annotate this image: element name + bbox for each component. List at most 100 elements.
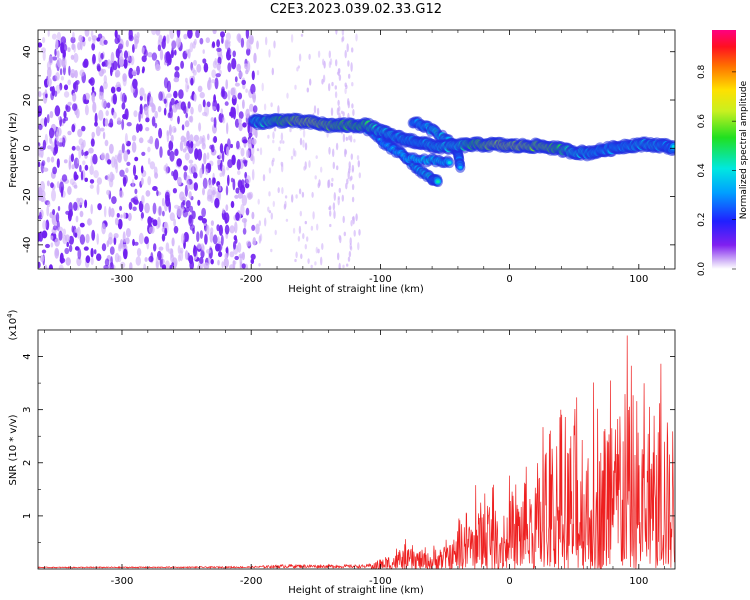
noise-dot — [164, 51, 170, 64]
spectrogram-x-tick-label: -100 — [369, 274, 392, 285]
noise-dot — [200, 249, 205, 259]
faint-dot — [342, 133, 346, 143]
noise-dot — [214, 197, 220, 209]
noise-dot — [114, 37, 120, 45]
noise-dot — [71, 124, 76, 133]
faint-dot — [312, 211, 315, 220]
faint-dot — [347, 170, 350, 180]
noise-dot — [185, 81, 189, 93]
noise-dot — [118, 43, 124, 50]
faint-dot — [335, 142, 339, 151]
faint-dot — [256, 70, 260, 76]
noise-dot — [217, 243, 222, 252]
noise-dot — [46, 77, 52, 87]
noise-dot — [255, 223, 260, 235]
faint-dot — [342, 215, 345, 224]
noise-dot — [235, 187, 240, 194]
noise-dot — [187, 180, 190, 192]
faint-dot — [304, 142, 308, 151]
noise-dot — [99, 39, 102, 45]
faint-dot — [336, 107, 340, 116]
noise-dot — [226, 166, 230, 171]
noise-dot — [84, 164, 89, 171]
faint-dot — [316, 223, 319, 231]
noise-dot — [141, 68, 145, 74]
faint-dot — [347, 256, 351, 262]
snr-y-tick-label: 2 — [22, 460, 33, 466]
faint-dot — [310, 264, 313, 269]
faint-dot — [299, 210, 302, 217]
noise-dot — [51, 33, 57, 40]
noise-dot — [113, 233, 119, 239]
noise-dot — [219, 172, 223, 177]
noise-dot — [51, 189, 56, 202]
colorbar-tick-label: 0.6 — [697, 114, 707, 129]
noise-dot — [135, 123, 140, 133]
noise-dot — [38, 261, 41, 269]
noise-dot — [74, 174, 79, 180]
colorbar-tick-label: 0.8 — [697, 64, 707, 79]
noise-dot — [68, 244, 73, 253]
noise-dot — [206, 101, 211, 108]
faint-dot — [268, 210, 272, 214]
faint-dot — [341, 35, 345, 42]
spectrogram-y-tick-label: 20 — [22, 94, 33, 107]
noise-dot — [187, 101, 191, 109]
noise-dot — [110, 86, 116, 94]
noise-dot — [172, 188, 177, 194]
noise-dot — [157, 105, 162, 113]
noise-dot — [227, 90, 231, 101]
noise-dot — [47, 66, 52, 79]
faint-dot — [345, 182, 348, 190]
noise-dot — [41, 230, 48, 239]
snr-x-tick-label: -200 — [240, 576, 263, 587]
noise-dot — [127, 50, 130, 62]
noise-dot — [190, 106, 194, 115]
noise-dot — [63, 110, 67, 119]
noise-dot — [80, 170, 84, 181]
noise-dot — [103, 81, 108, 90]
noise-dot — [158, 246, 164, 251]
noise-dot — [237, 63, 241, 71]
noise-dot — [197, 85, 203, 93]
noise-dot — [231, 154, 236, 166]
faint-dot — [353, 229, 356, 237]
noise-dot — [211, 79, 216, 84]
noise-dot — [221, 261, 224, 268]
noise-dot — [251, 224, 256, 231]
faint-dot — [292, 147, 296, 157]
noise-dot — [245, 108, 250, 119]
noise-dot — [245, 240, 252, 247]
noise-dot — [200, 243, 204, 250]
noise-dot — [164, 163, 169, 175]
noise-dot — [211, 144, 215, 153]
noise-dot — [123, 212, 127, 220]
noise-dot — [244, 182, 250, 189]
noise-dot — [250, 83, 256, 95]
noise-dot — [211, 69, 217, 78]
noise-dot — [114, 30, 118, 39]
faint-dot — [301, 191, 305, 198]
noise-dot — [63, 159, 68, 164]
noise-dot — [241, 194, 248, 206]
noise-dot — [212, 234, 218, 245]
noise-dot — [168, 107, 173, 119]
noise-dot — [47, 30, 50, 37]
noise-dot — [197, 215, 204, 221]
noise-dot — [201, 207, 207, 218]
noise-dot — [138, 137, 144, 144]
noise-dot — [211, 186, 217, 195]
noise-dot — [197, 199, 201, 206]
noise-dot — [158, 127, 163, 139]
noise-dot — [111, 173, 115, 181]
spectrogram-x-tick-label: -300 — [111, 274, 134, 285]
faint-dot — [265, 36, 268, 46]
noise-dot — [96, 65, 101, 72]
noise-dot — [199, 135, 203, 145]
noise-dot — [96, 183, 100, 196]
noise-dot — [85, 255, 91, 264]
noise-dot — [232, 259, 236, 269]
noise-dot — [242, 159, 248, 164]
noise-dot — [73, 201, 78, 211]
noise-dot — [125, 228, 131, 238]
